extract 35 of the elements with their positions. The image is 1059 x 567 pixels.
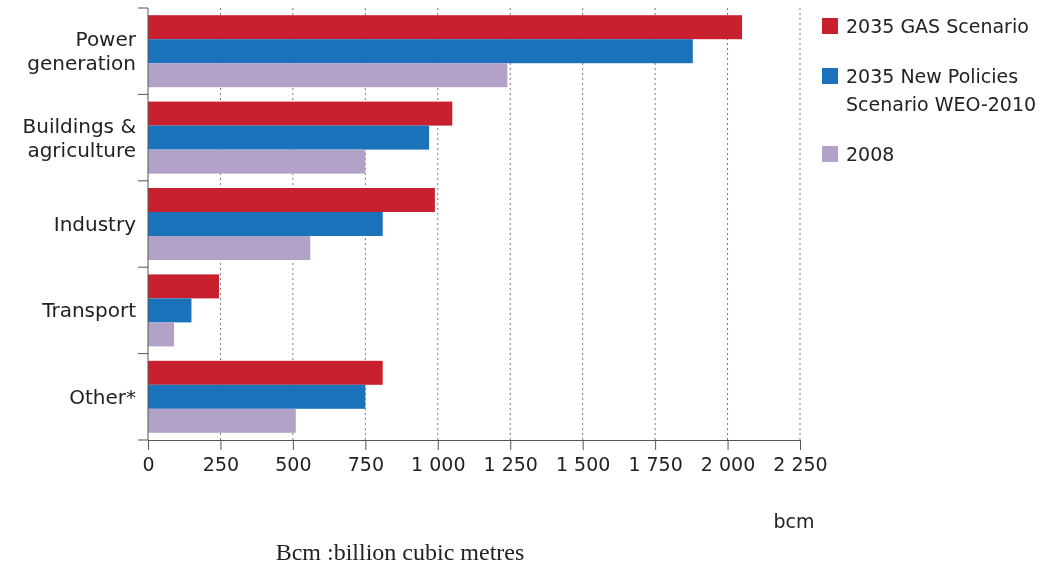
bar: [148, 360, 383, 385]
text: Bcm :billion cubic metres: [275, 539, 525, 565]
y-tick-label: Transport: [41, 298, 137, 323]
bar: [148, 408, 296, 433]
x-tick-label: 2 250: [773, 453, 828, 476]
x-tick-label: 1 000: [411, 453, 466, 476]
y-tick-label: Other*: [69, 384, 136, 409]
x-tick-label: 500: [275, 453, 312, 476]
x-tick-label: 0: [142, 453, 155, 476]
x-tick-label: 250: [202, 453, 240, 476]
bar: [148, 274, 219, 299]
x-tick-label: 1 250: [483, 453, 538, 476]
bar: [148, 384, 366, 409]
legend-label: 2008: [846, 143, 895, 165]
y-tick-label: Buildings & agriculture: [22, 113, 136, 162]
bar: [148, 15, 743, 40]
x-axis-title: bcm: [773, 510, 815, 532]
bar: [148, 188, 435, 212]
bar: [148, 322, 175, 347]
x-tick-label: 750: [347, 453, 384, 476]
x-tick-label: 2 000: [700, 453, 756, 476]
bar: [148, 39, 693, 64]
bar: [148, 298, 192, 323]
legend-label: 2035 GAS Scenario: [846, 15, 1029, 37]
bar: [148, 149, 366, 174]
legend-label: 2035 New Policies Scenario WEO-2010: [846, 65, 1037, 115]
bar: [148, 63, 508, 88]
x-tick-label: 1 750: [628, 453, 683, 476]
bar: [148, 101, 453, 126]
y-tick-label: Industry: [53, 212, 137, 236]
bar: [148, 236, 311, 260]
x-tick-label: 1 500: [555, 453, 611, 476]
bar: [148, 212, 383, 236]
bar: [148, 125, 430, 150]
y-tick-label: Power generation: [27, 27, 137, 76]
